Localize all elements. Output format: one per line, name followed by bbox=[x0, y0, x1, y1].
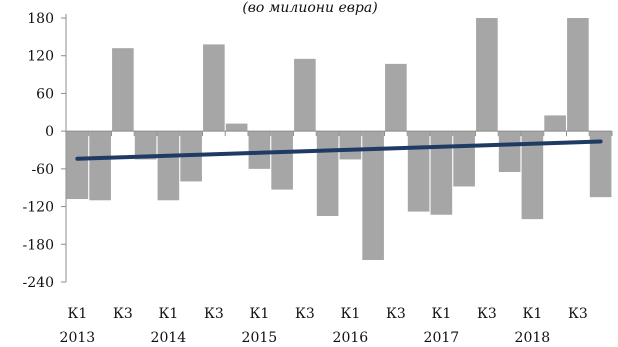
bar bbox=[589, 131, 612, 198]
bar bbox=[316, 131, 339, 216]
bar bbox=[294, 58, 316, 132]
x-year-label: 2013 bbox=[60, 330, 96, 346]
y-tick-label: -60 bbox=[31, 162, 54, 178]
y-tick-label: -120 bbox=[23, 200, 54, 216]
x-quarter-label: К1 bbox=[68, 306, 88, 322]
bar bbox=[453, 131, 475, 187]
bar bbox=[521, 131, 544, 220]
bar bbox=[66, 131, 89, 200]
y-tick-label: 180 bbox=[27, 11, 54, 27]
bar bbox=[225, 123, 248, 132]
bar bbox=[476, 18, 498, 132]
y-tick-label: -180 bbox=[23, 237, 54, 253]
x-year-label: 2017 bbox=[424, 330, 460, 346]
y-tick-label: 0 bbox=[45, 124, 54, 140]
bar bbox=[157, 131, 180, 201]
y-tick-label: 120 bbox=[27, 49, 54, 65]
chart-subtitle: (во милиони евра) bbox=[242, 0, 377, 16]
bar bbox=[112, 48, 134, 132]
bar bbox=[385, 63, 407, 132]
bar bbox=[430, 131, 453, 215]
x-quarter-label: К3 bbox=[113, 306, 133, 322]
x-quarter-label: К1 bbox=[250, 306, 270, 322]
bar bbox=[271, 131, 293, 190]
bar bbox=[89, 131, 111, 201]
bar bbox=[203, 44, 225, 132]
bar bbox=[498, 131, 521, 172]
bar bbox=[362, 131, 384, 260]
bar bbox=[567, 18, 589, 132]
bar bbox=[544, 115, 566, 132]
x-quarter-label: К3 bbox=[568, 306, 588, 322]
y-tick-label: 60 bbox=[36, 86, 54, 102]
bar bbox=[134, 131, 157, 160]
x-quarter-label: К3 bbox=[477, 306, 497, 322]
x-year-label: 2015 bbox=[242, 330, 278, 346]
x-quarter-label: К1 bbox=[159, 306, 179, 322]
x-quarter-label: К3 bbox=[386, 306, 406, 322]
bar bbox=[407, 131, 430, 212]
x-quarter-label: К3 bbox=[204, 306, 224, 322]
bar bbox=[339, 131, 362, 160]
x-quarter-label: К1 bbox=[432, 306, 452, 322]
y-tick-label: -240 bbox=[23, 275, 54, 291]
x-quarter-label: К1 bbox=[523, 306, 543, 322]
x-year-label: 2016 bbox=[333, 330, 369, 346]
trend-line bbox=[75, 139, 603, 161]
x-quarter-label: К3 bbox=[295, 306, 315, 322]
x-year-label: 2018 bbox=[515, 330, 551, 346]
x-year-label: 2014 bbox=[151, 330, 187, 346]
bar bbox=[248, 131, 271, 169]
x-quarter-label: К1 bbox=[341, 306, 361, 322]
